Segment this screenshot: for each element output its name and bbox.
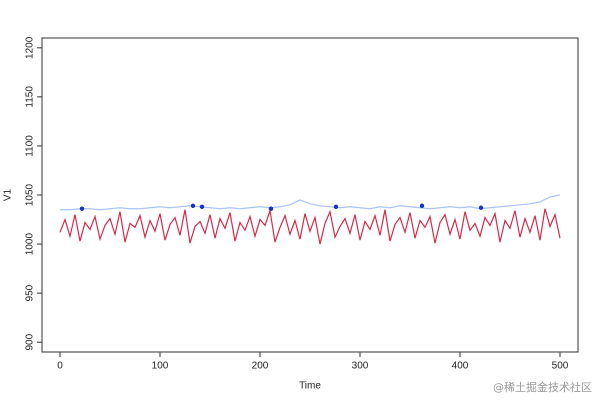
series-line <box>60 194 561 211</box>
y-tick-label: 1150 <box>25 86 36 108</box>
anomaly-point <box>268 206 274 211</box>
y-axis-label: V1 <box>3 188 14 201</box>
anomaly-point <box>333 204 339 209</box>
y-tick-label: 1100 <box>25 135 36 157</box>
plot-frame <box>41 37 579 353</box>
x-tick-label: 300 <box>352 361 369 372</box>
x-tick-label: 0 <box>57 361 63 372</box>
anomaly-point <box>79 206 85 211</box>
x-tick-label: 100 <box>152 361 169 372</box>
x-tick-label: 500 <box>552 361 569 372</box>
x-axis-label: Time <box>299 381 321 392</box>
anomaly-point <box>478 205 484 210</box>
x-tick-label: 400 <box>452 361 469 372</box>
y-tick-label: 900 <box>25 333 36 350</box>
y-tick-label: 1000 <box>25 233 36 256</box>
series-line <box>59 208 561 245</box>
watermark: @稀土掘金技术社区 <box>493 380 592 394</box>
x-tick-label: 200 <box>252 361 269 372</box>
y-tick-label: 1050 <box>25 183 36 206</box>
anomaly-point <box>419 203 425 208</box>
y-tick-label: 950 <box>25 284 36 301</box>
anomaly-point <box>190 203 196 208</box>
anomaly-point <box>199 204 205 209</box>
y-tick-label: 1200 <box>25 36 36 59</box>
